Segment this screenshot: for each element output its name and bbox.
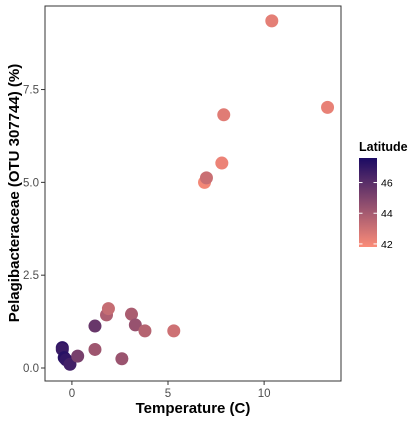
legend-tick-label: 44	[381, 208, 393, 220]
y-tick-label: 0.0	[23, 363, 39, 375]
plot-panel-border	[44, 5, 342, 382]
y-axis-title: Pelagibacteraceae (OTU 307744) (%)	[6, 64, 23, 322]
data-point	[63, 357, 77, 371]
axis-ticks: 0 5 10 0.0 2.5 5.0 7.5	[23, 85, 271, 400]
data-point	[88, 342, 102, 356]
y-tick-label: 7.5	[23, 85, 39, 97]
data-point	[167, 324, 181, 338]
data-point	[124, 307, 138, 321]
x-tick-label: 5	[165, 388, 171, 400]
legend-title: Latitude	[359, 140, 408, 154]
legend-ticks: 42 44 46	[359, 178, 393, 251]
legend-tick-label: 42	[381, 239, 393, 251]
data-point	[265, 14, 279, 28]
data-point	[101, 302, 115, 316]
points-layer	[55, 14, 335, 371]
data-point	[215, 156, 229, 170]
legend-colorbar	[359, 158, 377, 247]
data-point	[138, 324, 152, 338]
data-point	[71, 349, 85, 363]
x-axis-title: Temperature (C)	[136, 400, 251, 417]
data-point	[88, 319, 102, 333]
data-point	[217, 108, 231, 122]
y-tick-label: 2.5	[23, 270, 39, 282]
x-tick-label: 0	[69, 388, 75, 400]
x-tick-label: 10	[258, 388, 271, 400]
data-point	[115, 352, 129, 366]
y-tick-label: 5.0	[23, 177, 39, 189]
data-point	[321, 100, 335, 114]
legend-tick-label: 46	[381, 178, 393, 190]
data-point	[128, 318, 142, 332]
data-point	[199, 171, 213, 185]
